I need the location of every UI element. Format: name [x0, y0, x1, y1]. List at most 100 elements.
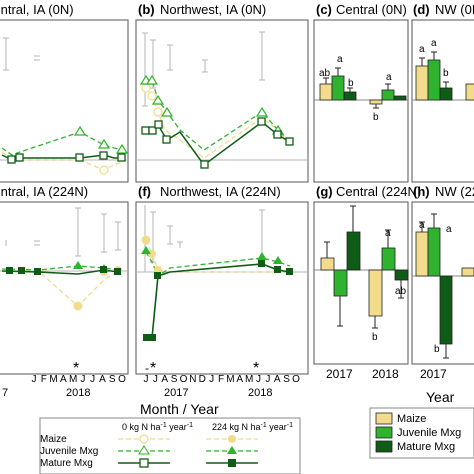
month-tick-label: A: [60, 374, 67, 385]
bar-juvenile-2017: [333, 269, 348, 297]
title-c: Central (0N): [336, 2, 407, 17]
point-maize: [99, 165, 109, 175]
month-tick-label: J: [144, 374, 149, 385]
point-mature: [6, 267, 13, 274]
month-tick-label: J: [256, 374, 261, 385]
month-tick-label: N: [189, 374, 196, 385]
sig-letter: b: [348, 78, 354, 89]
point-maize: [148, 250, 156, 258]
panel-e-frame: [0, 201, 129, 375]
bar-juvenile-2017: [331, 75, 345, 101]
point-juvenile: [145, 74, 159, 85]
title-d-letter: (d): [413, 2, 430, 17]
series-line-maize: [2, 270, 119, 307]
month-tick-label: A: [274, 374, 281, 385]
title-b: Northwest, IA (0N): [160, 2, 266, 17]
sig-letter: b: [434, 344, 440, 355]
sig-letter: a: [419, 220, 425, 231]
legend-label-juvenile: Juvenile Mxg: [397, 427, 461, 439]
legend-row-maize: Maize: [40, 434, 67, 445]
x-axis-label-month-year: Month / Year: [140, 401, 219, 417]
significance-star: *: [253, 360, 259, 377]
significance-star: *: [150, 360, 156, 377]
month-tick-label: O: [118, 374, 126, 385]
bar-maize-2018: [465, 83, 474, 101]
point-juvenile: [257, 252, 267, 260]
point-juvenile: [73, 125, 87, 136]
point-mature: [15, 153, 24, 162]
month-tick-label: M: [49, 374, 57, 385]
year-label-2018-f: 2018: [248, 387, 272, 399]
sig-letter: a: [337, 54, 343, 65]
point-juvenile: [73, 261, 83, 269]
title-h-letter: (h): [413, 184, 430, 199]
bar-maize-2017: [320, 257, 335, 271]
month-tick-label: S: [283, 374, 290, 385]
month-tick-label: J: [209, 374, 214, 385]
panel-b-frame: [135, 19, 309, 183]
point-mature: [100, 266, 107, 273]
panel-b-plot: [136, 31, 308, 169]
legend-label-maize: Maize: [397, 413, 426, 425]
x-axis-label-year: Year: [426, 389, 455, 405]
title-d: NW (0N): [435, 2, 474, 17]
point-mature: [154, 272, 161, 279]
title-b-letter: (b): [138, 2, 155, 17]
bar-juvenile-2017: [427, 227, 441, 277]
panel-a-plot: [0, 37, 129, 175]
sig-letter: a: [386, 72, 392, 83]
legend-row-juvenile: Juvenile Mxg: [40, 446, 98, 457]
point-mature: [149, 334, 156, 341]
point-mature: [141, 126, 150, 135]
year-tick-g-2017: 2017: [326, 367, 353, 381]
point-mature: [257, 117, 266, 126]
month-tick-label: S: [171, 374, 178, 385]
series-line-maize: [145, 87, 291, 159]
point-mature: [148, 126, 157, 135]
point-maize: [147, 91, 157, 101]
year-label-2018-a: 2018: [66, 387, 90, 399]
month-tick-label: S: [109, 374, 116, 385]
bar-maize-2017: [415, 231, 429, 277]
legend-swatch-juvenile: [375, 426, 393, 439]
month-tick-label: A: [236, 374, 243, 385]
year-tick-h-2017: 2017: [420, 367, 447, 381]
legend-maize-filled: [228, 435, 236, 443]
month-tick-label: A: [99, 374, 106, 385]
bar-mature-2017: [343, 91, 357, 101]
point-juvenile: [273, 256, 283, 264]
month-tick-label: J: [90, 374, 95, 385]
bar-maize-2018: [461, 267, 474, 277]
year-label-2017-f: 2017: [164, 387, 188, 399]
sig-letter: a: [419, 44, 425, 55]
title-c-letter: (c): [316, 2, 332, 17]
legend-label-mature: Mature Mxg: [397, 441, 455, 453]
point-juvenile: [160, 106, 174, 117]
point-maize: [73, 301, 83, 311]
title-g: Central (224N): [336, 184, 421, 199]
title-h: NW (224N): [435, 184, 474, 199]
panel-h-frame: [411, 201, 474, 365]
bar-mature-2018: [393, 95, 407, 101]
month-tick-label: J: [32, 374, 37, 385]
panel-d-frame: [411, 19, 474, 183]
title-f-letter: (f): [138, 184, 151, 199]
a-year-fragment: 7: [2, 387, 8, 399]
legend-swatch-maize: [375, 412, 393, 425]
panel-a-frame: [0, 19, 129, 183]
month-tick-label: O: [292, 374, 300, 385]
legend-mature-open: [139, 458, 149, 468]
point-juvenile: [115, 143, 129, 154]
bar-maize-2017: [319, 83, 333, 101]
point-juvenile: [141, 246, 151, 254]
sig-letter: a: [385, 228, 391, 239]
panel-c-frame: [313, 19, 409, 183]
month-tick-label: M: [245, 374, 253, 385]
series-line-juvenile: [145, 79, 291, 151]
point-juvenile: [97, 138, 111, 149]
point-mature: [154, 120, 163, 129]
panel-d-plot: a a b: [412, 38, 474, 101]
month-tick-label: F: [218, 374, 224, 385]
month-tick-label: D: [199, 374, 206, 385]
